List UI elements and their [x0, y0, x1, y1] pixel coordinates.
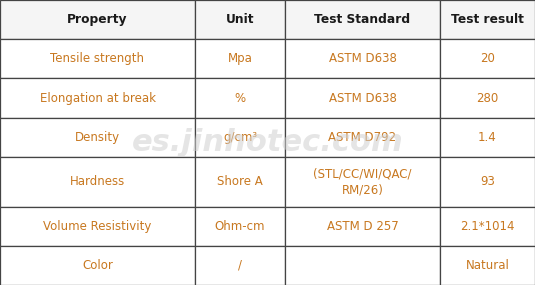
Bar: [0, 0, 195, 39]
Text: Natural: Natural: [465, 259, 509, 272]
Bar: [0, 78, 195, 118]
Bar: [440, 0, 535, 39]
Bar: [440, 246, 535, 285]
Text: Unit: Unit: [226, 13, 254, 26]
Text: Color: Color: [82, 259, 113, 272]
Bar: [285, 246, 440, 285]
Bar: [0, 118, 195, 157]
Bar: [440, 118, 535, 157]
Text: Mpa: Mpa: [227, 52, 253, 65]
Text: Ohm-cm: Ohm-cm: [215, 220, 265, 233]
Text: ASTM D 257: ASTM D 257: [327, 220, 399, 233]
Bar: [440, 207, 535, 246]
Text: Test Standard: Test Standard: [315, 13, 410, 26]
Text: %: %: [234, 91, 246, 105]
Text: Tensile strength: Tensile strength: [50, 52, 144, 65]
Bar: [0, 207, 195, 246]
Text: Elongation at break: Elongation at break: [40, 91, 156, 105]
Text: es.jinhotec.com: es.jinhotec.com: [132, 128, 403, 157]
Text: 2.1*1014: 2.1*1014: [460, 220, 515, 233]
Text: Density: Density: [75, 131, 120, 144]
Text: (STL/CC/WI/QAC/
RM/26): (STL/CC/WI/QAC/ RM/26): [314, 167, 412, 196]
Bar: [285, 207, 440, 246]
Text: ASTM D792: ASTM D792: [328, 131, 396, 144]
Text: Test result: Test result: [451, 13, 524, 26]
Bar: [285, 78, 440, 118]
Bar: [195, 246, 285, 285]
Bar: [440, 39, 535, 78]
Text: 280: 280: [476, 91, 499, 105]
Bar: [440, 78, 535, 118]
Bar: [195, 207, 285, 246]
Text: 1.4: 1.4: [478, 131, 497, 144]
Bar: [195, 157, 285, 207]
Bar: [285, 157, 440, 207]
Bar: [285, 39, 440, 78]
Bar: [195, 78, 285, 118]
Bar: [440, 157, 535, 207]
Text: ASTM D638: ASTM D638: [328, 91, 396, 105]
Bar: [195, 118, 285, 157]
Text: /: /: [238, 259, 242, 272]
Text: Property: Property: [67, 13, 128, 26]
Text: Shore A: Shore A: [217, 175, 263, 188]
Bar: [285, 0, 440, 39]
Text: 93: 93: [480, 175, 495, 188]
Text: g/cm³: g/cm³: [223, 131, 257, 144]
Text: ASTM D638: ASTM D638: [328, 52, 396, 65]
Bar: [195, 0, 285, 39]
Bar: [0, 157, 195, 207]
Bar: [285, 118, 440, 157]
Bar: [0, 246, 195, 285]
Bar: [0, 39, 195, 78]
Text: 20: 20: [480, 52, 495, 65]
Bar: [195, 39, 285, 78]
Text: Volume Resistivity: Volume Resistivity: [43, 220, 152, 233]
Text: Hardness: Hardness: [70, 175, 125, 188]
